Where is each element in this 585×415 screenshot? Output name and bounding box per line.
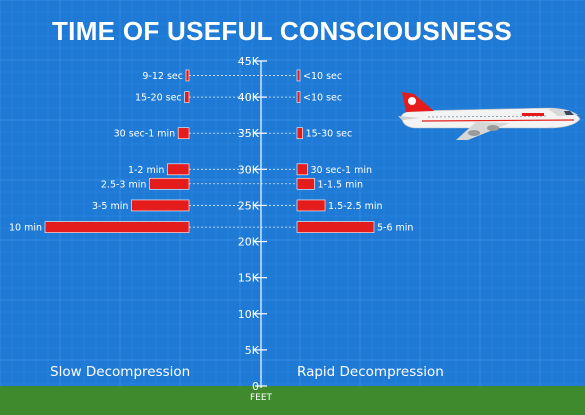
altitude-tick-label: 10K xyxy=(238,308,260,321)
slow-decompression-value-label: 15-20 sec xyxy=(135,93,182,104)
rapid-decompression-bar xyxy=(296,163,308,176)
slow-decompression-value-label: 10 min xyxy=(9,223,42,234)
bar-marks: 9-12 sec 15-20 sec 30 sec-1 min 1-2 min 2.5-… xyxy=(9,69,413,234)
chart-title: TIME OF USEFUL CONSCIOUSNESS xyxy=(52,16,513,46)
rapid-decompression-value-label: <10 sec xyxy=(303,71,342,82)
rapid-decompression-value-label: 5-6 min xyxy=(377,223,413,234)
slow-decompression-label: Slow Decompression xyxy=(50,364,191,380)
slow-decompression-bar xyxy=(184,91,190,103)
slow-decompression-value-label: 1-2 min xyxy=(128,165,164,176)
altitude-tick-label: 45K xyxy=(238,55,260,68)
altitude-tick-label: 40K xyxy=(238,91,260,104)
rapid-decompression-value-label: <10 sec xyxy=(303,93,342,104)
slow-decompression-bar xyxy=(177,127,190,140)
altitude-tick-label: 0 xyxy=(252,380,259,393)
slow-decompression-bar xyxy=(167,163,190,176)
rapid-decompression-value-label: 30 sec-1 min xyxy=(311,165,373,176)
rapid-decompression-bar xyxy=(296,91,301,103)
rapid-decompression-bar xyxy=(296,199,326,212)
altitude-tick-label: 15K xyxy=(238,272,260,285)
altitude-tick-label: 5K xyxy=(245,344,260,357)
rapid-decompression-label: Rapid Decompression xyxy=(297,364,444,380)
slow-decompression-bar xyxy=(44,221,190,233)
slow-decompression-value-label: 30 sec-1 min xyxy=(114,129,176,140)
altitude-tick-label: 35K xyxy=(238,127,260,140)
slow-decompression-value-label: 3-5 min xyxy=(92,201,128,212)
altitude-tick-label: 30K xyxy=(238,163,260,176)
ground-strip xyxy=(0,386,585,415)
slow-decompression-value-label: 9-12 sec xyxy=(142,71,183,82)
rapid-decompression-value-label: 1-1.5 min xyxy=(318,179,364,190)
rapid-decompression-bar xyxy=(296,69,301,82)
rapid-decompression-value-label: 15-30 sec xyxy=(306,129,353,140)
slow-decompression-bar xyxy=(185,69,190,82)
rapid-decompression-bar xyxy=(296,177,315,190)
jet-airliner-icon xyxy=(398,92,581,140)
rapid-decompression-value-label: 1.5-2.5 min xyxy=(328,201,383,212)
altitude-axis-unit-label: FEET xyxy=(250,393,273,403)
slow-decompression-bar xyxy=(149,177,190,190)
altitude-tick-label: 25K xyxy=(238,199,260,212)
altitude-tick-label: 20K xyxy=(238,236,260,249)
slow-decompression-bar xyxy=(131,199,190,212)
rapid-decompression-bar xyxy=(296,221,375,233)
rapid-decompression-bar xyxy=(296,127,303,140)
slow-decompression-value-label: 2.5-3 min xyxy=(101,179,147,190)
